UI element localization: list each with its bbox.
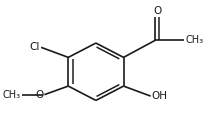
Text: O: O: [35, 90, 44, 100]
Text: OH: OH: [152, 91, 168, 101]
Text: CH₃: CH₃: [185, 35, 203, 45]
Text: CH₃: CH₃: [3, 90, 21, 100]
Text: Cl: Cl: [30, 42, 40, 52]
Text: O: O: [153, 6, 161, 16]
